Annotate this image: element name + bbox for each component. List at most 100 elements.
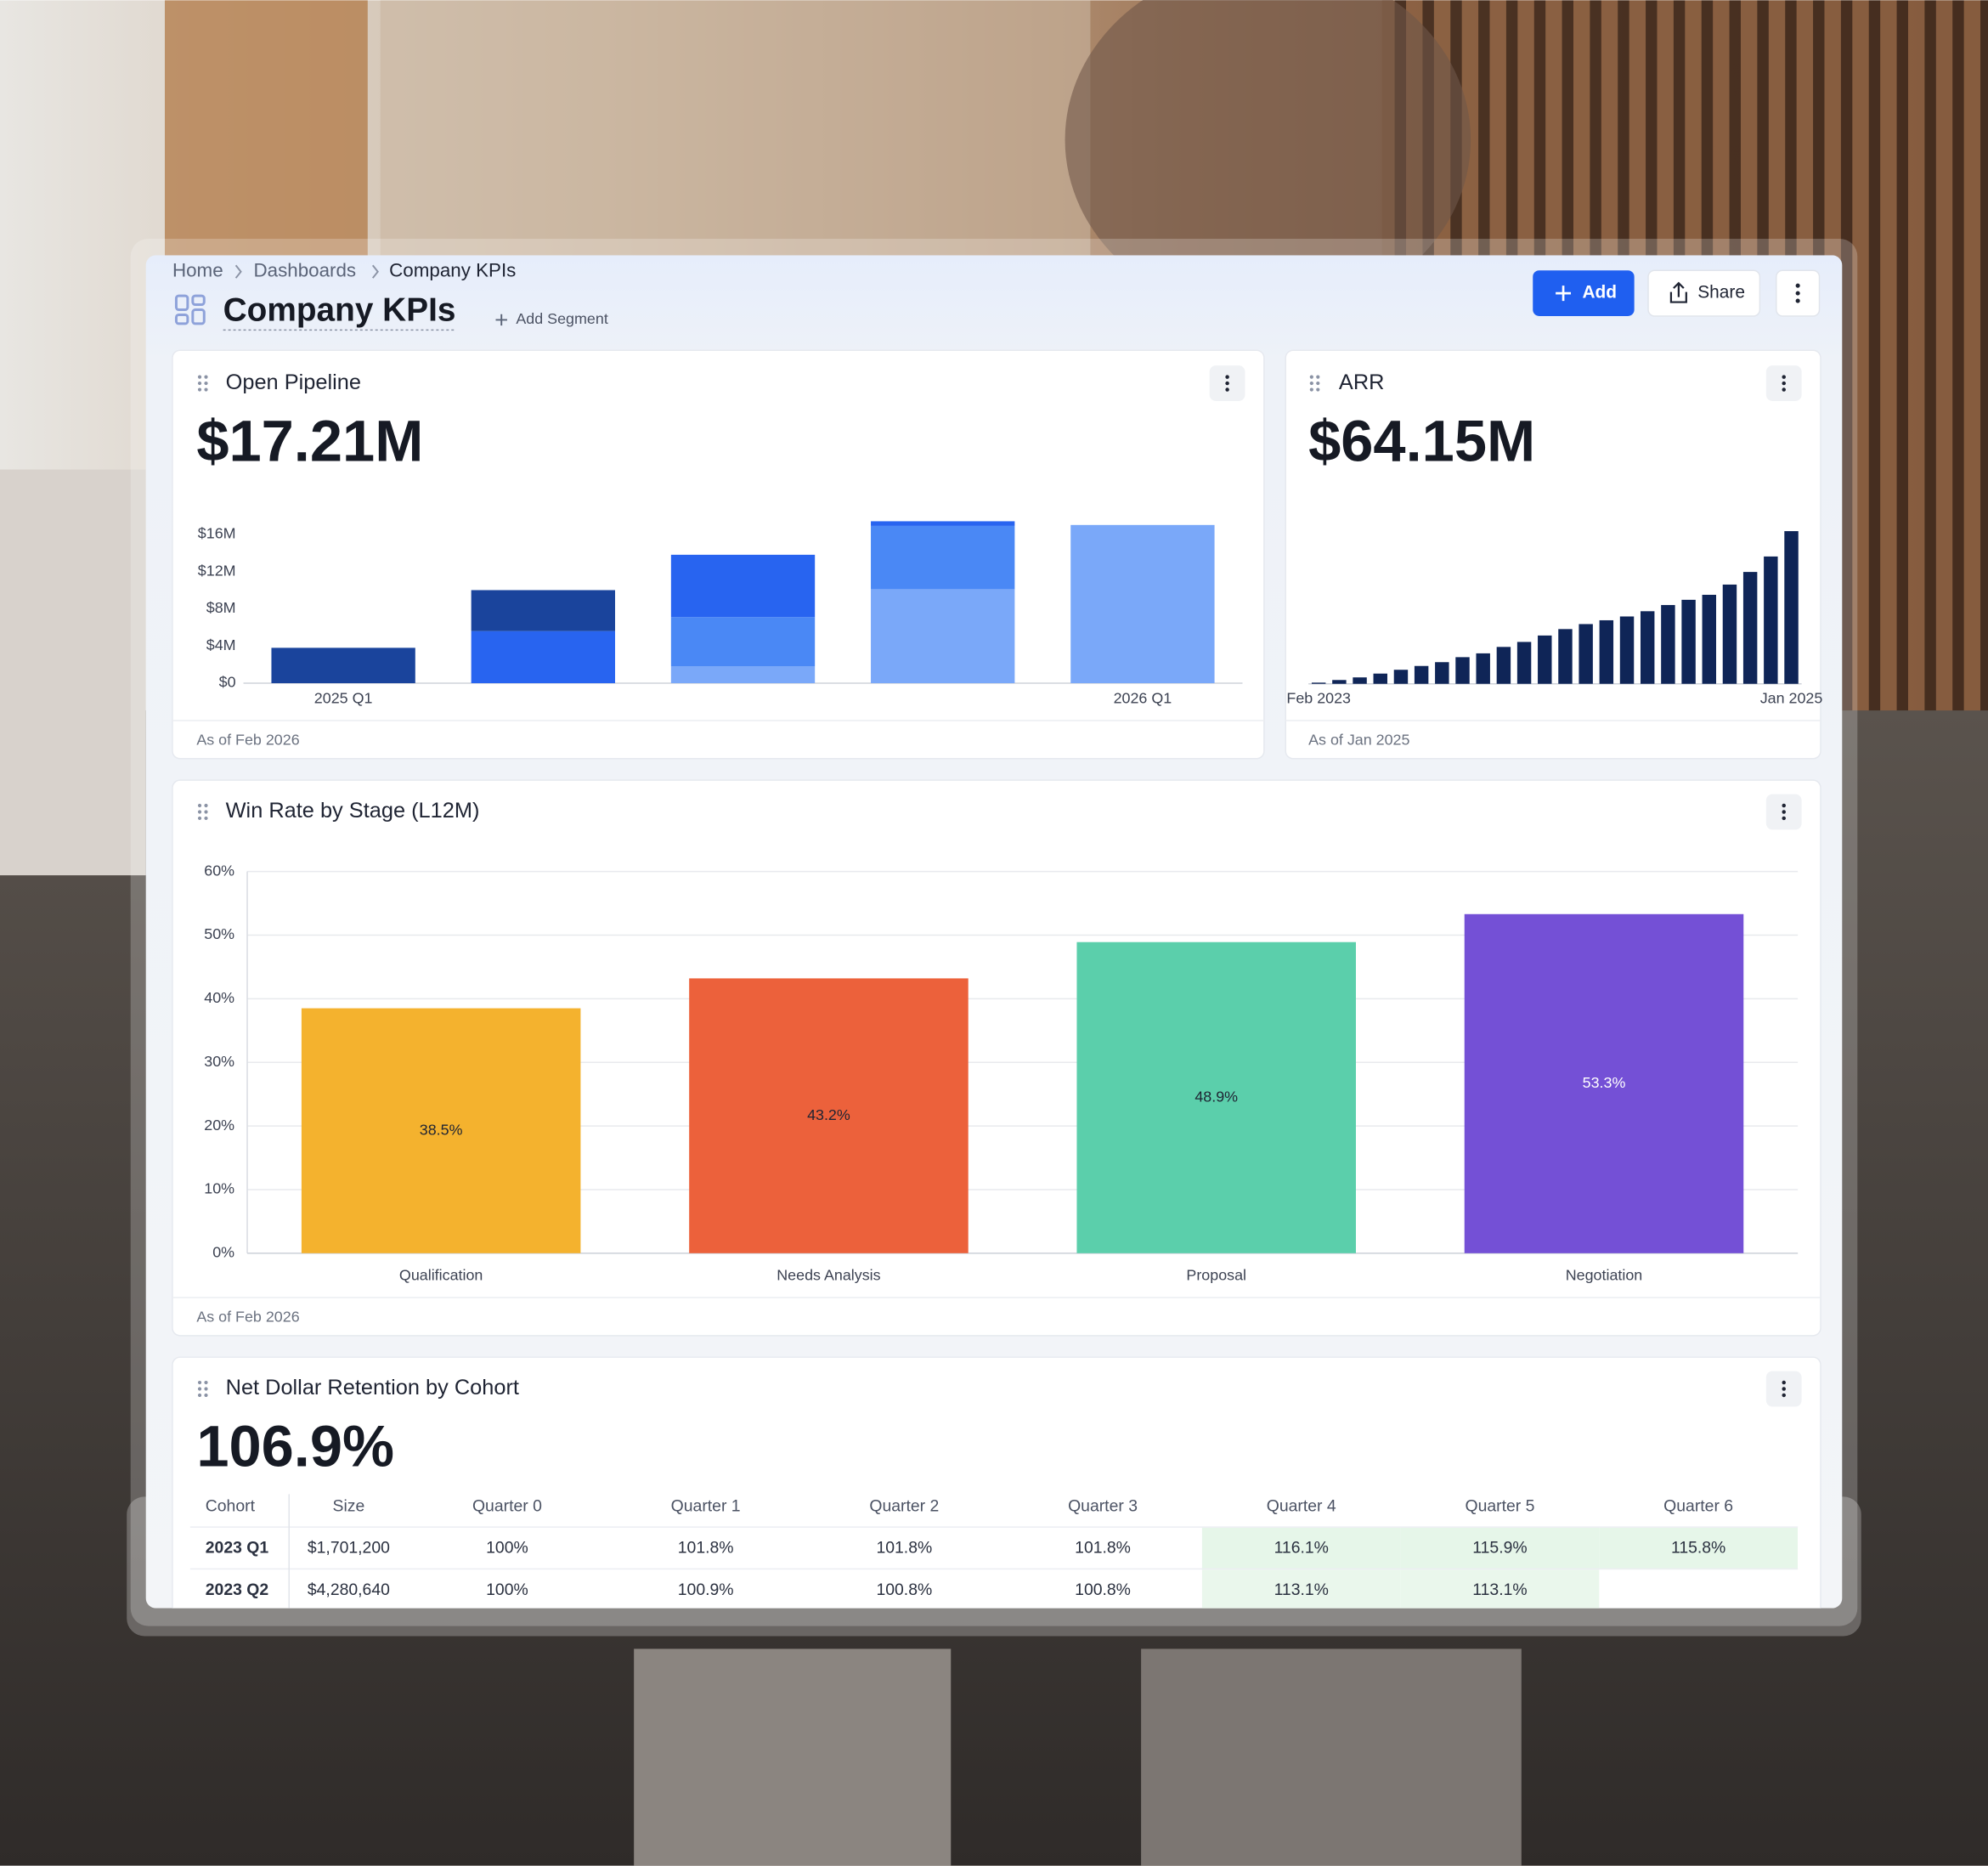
table-cell: 100% — [486, 1580, 528, 1599]
y-tick-label: 50% — [204, 925, 234, 942]
breadcrumb[interactable]: Home — [172, 260, 223, 281]
drag-dot — [1309, 375, 1313, 379]
bar — [1076, 941, 1356, 1253]
table-cell: 115.9% — [1472, 1539, 1527, 1558]
column-header: Quarter 1 — [671, 1496, 741, 1515]
x-tick-label: Qualification — [399, 1266, 483, 1283]
drag-dot — [1309, 387, 1313, 392]
add-label[interactable]: Add — [1582, 283, 1617, 303]
drag-dot — [204, 387, 208, 392]
share-button[interactable] — [1647, 269, 1761, 317]
drag-dot — [1316, 375, 1320, 379]
table-cell: 101.8% — [678, 1539, 734, 1558]
add-button[interactable] — [1533, 270, 1635, 316]
bar-segment — [871, 525, 1015, 590]
x-tick-label: Feb 2023 — [1286, 689, 1351, 706]
bar — [1414, 665, 1429, 684]
bar — [1496, 647, 1511, 684]
card-footer: As of Jan 2025 — [1308, 732, 1409, 749]
table-cell: 2023 Q2 — [206, 1580, 268, 1599]
bar-segment — [1070, 524, 1215, 684]
page-title: Company KPIs — [223, 292, 456, 329]
drag-dot — [1316, 387, 1320, 392]
drag-dot — [204, 803, 208, 808]
bar-label: 48.9% — [1194, 1088, 1238, 1105]
y-tick-label: 10% — [204, 1180, 234, 1197]
x-tick-label: Negotiation — [1566, 1266, 1643, 1283]
card-title: Net Dollar Retention by Cohort — [226, 1376, 519, 1400]
bar-label: 38.5% — [420, 1121, 463, 1138]
drag-dot — [204, 1387, 208, 1391]
breadcrumb[interactable]: Dashboards — [253, 260, 356, 281]
column-header: Quarter 6 — [1663, 1496, 1733, 1515]
heat-cell — [1400, 1569, 1600, 1609]
share-label[interactable]: Share — [1697, 283, 1745, 303]
bar — [1640, 611, 1655, 684]
table-cell: 113.1% — [1472, 1580, 1527, 1599]
table-cell: $1,701,200 — [308, 1539, 390, 1558]
x-tick-label: 2025 Q1 — [314, 689, 373, 706]
drag-dot — [197, 803, 202, 808]
drag-dot — [1309, 381, 1313, 386]
menu-dot — [1782, 375, 1786, 379]
table-cell: 100% — [486, 1539, 528, 1558]
x-tick-label: 2026 Q1 — [1114, 689, 1172, 706]
menu-dot — [1782, 810, 1786, 814]
dashboard-icon — [174, 294, 206, 325]
app-panel: Home Dashboards Company KPIs Company KPI… — [145, 255, 1843, 1609]
drag-dot — [204, 1393, 208, 1398]
column-header: Quarter 2 — [869, 1496, 939, 1515]
table-cell: 113.1% — [1274, 1580, 1329, 1599]
share-icon — [1669, 281, 1687, 303]
x-tick-label: Jan 2025 — [1760, 689, 1823, 706]
table-cell: 116.1% — [1274, 1539, 1329, 1558]
bar-segment — [271, 647, 415, 684]
cohort-table: Cohort Size Quarter 0 Quarter 1 Quarter 2 Qua… — [189, 1494, 1799, 1609]
bar — [1516, 642, 1532, 684]
bar — [1661, 605, 1675, 684]
table-cell: 100.8% — [876, 1580, 932, 1599]
menu-dot — [1225, 387, 1229, 392]
card-footer: As of Feb 2026 — [196, 1309, 299, 1326]
column-header: Quarter 5 — [1465, 1496, 1534, 1515]
table-cell: 2023 Q1 — [206, 1539, 269, 1558]
x-tick-label: Proposal — [1186, 1266, 1246, 1283]
menu-dot — [1225, 375, 1229, 379]
heat-cell — [1201, 1569, 1401, 1609]
bar — [1722, 584, 1737, 684]
breadcrumb-sep — [234, 264, 242, 279]
add-segment[interactable]: Add Segment — [516, 310, 607, 327]
bar — [1764, 556, 1778, 684]
drag-dot — [204, 1380, 208, 1385]
heat-cell — [1599, 1527, 1798, 1570]
menu-dot — [1782, 803, 1786, 808]
drag-dot — [197, 816, 202, 821]
bar — [1435, 662, 1449, 684]
bar-segment — [871, 521, 1015, 526]
card-title: Open Pipeline — [226, 370, 361, 394]
table-cell: 100.8% — [1075, 1580, 1131, 1599]
y-tick-label: 30% — [204, 1053, 234, 1070]
drag-dot — [204, 810, 208, 814]
bar-segment — [471, 630, 615, 684]
bar — [1681, 599, 1696, 684]
kpi-value: $64.15M — [1308, 408, 1535, 473]
column-header: Quarter 4 — [1267, 1496, 1336, 1515]
drag-dot — [197, 1393, 202, 1398]
card-title: Win Rate by Stage (L12M) — [226, 799, 480, 823]
drag-dot — [197, 1380, 202, 1385]
breadcrumb-current: Company KPIs — [389, 260, 516, 281]
heat-cell — [1201, 1527, 1401, 1570]
bar-segment — [670, 617, 816, 667]
y-tick-label: $12M — [198, 562, 236, 579]
y-tick-label: $8M — [206, 599, 236, 616]
table-cell: 101.8% — [876, 1539, 932, 1558]
more-icon — [1795, 283, 1800, 303]
menu-dot — [1225, 381, 1229, 386]
bar — [1455, 657, 1470, 684]
column-header: Cohort — [206, 1496, 256, 1515]
bar — [1464, 913, 1744, 1253]
table-cell: $4,280,640 — [308, 1580, 390, 1599]
bar-label: 53.3% — [1583, 1074, 1626, 1091]
drag-dot — [197, 810, 202, 814]
